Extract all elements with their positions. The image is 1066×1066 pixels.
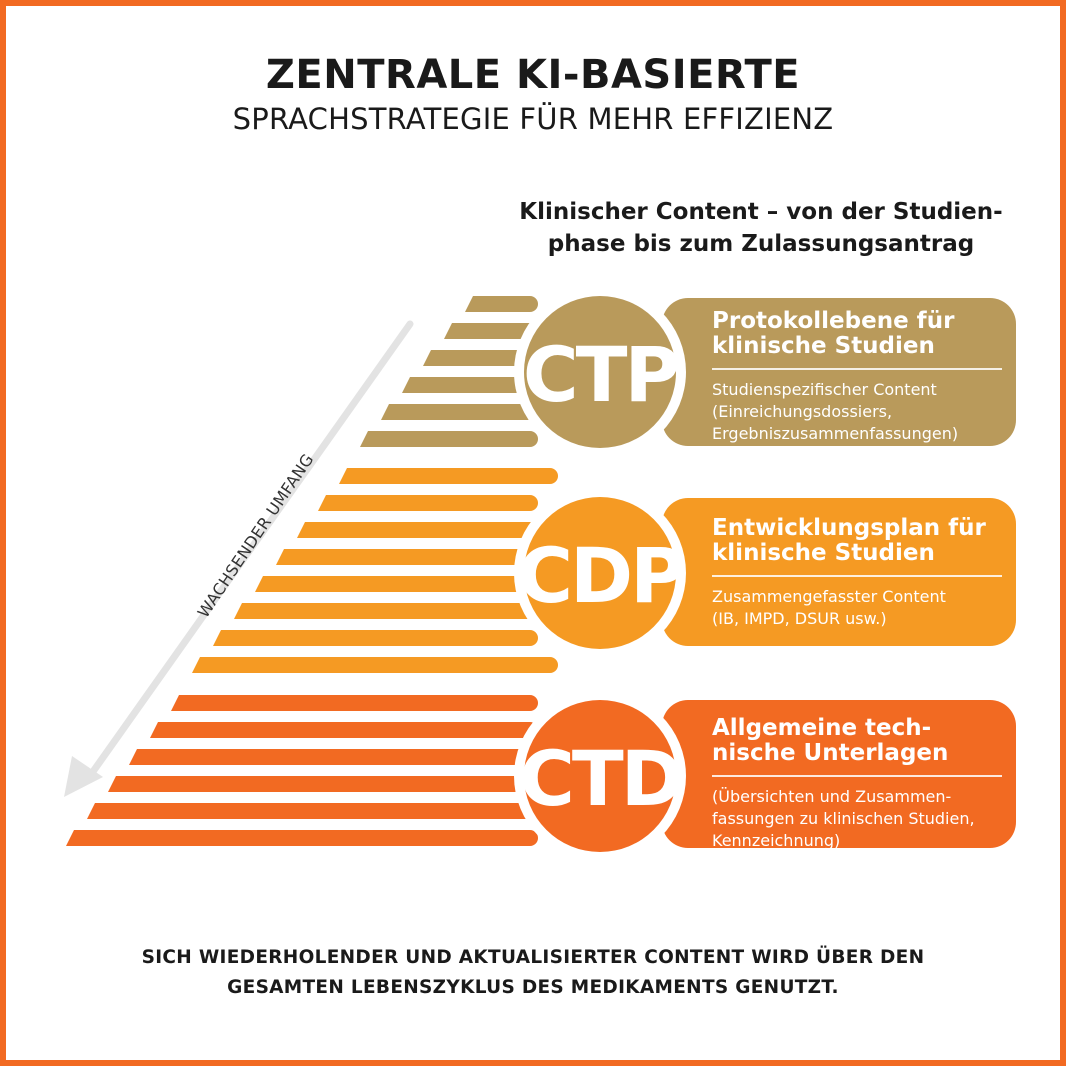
badge-code: CDP bbox=[517, 531, 683, 620]
growing-scope-arrow bbox=[64, 320, 414, 797]
panel-ctp bbox=[662, 298, 1016, 446]
stripe bbox=[318, 495, 538, 511]
stripe bbox=[213, 630, 538, 646]
stripe bbox=[339, 468, 558, 484]
panel-ctd-text: Allgemeine tech- nische Unterlagen (Über… bbox=[712, 716, 1022, 852]
stripe bbox=[381, 404, 538, 420]
section-heading: Klinischer Content – von der Studien- ph… bbox=[446, 196, 1066, 260]
panel-title-line: Allgemeine tech- bbox=[712, 715, 932, 741]
panel-cdp-text: Entwicklungsplan für klinische Studien Z… bbox=[712, 516, 1022, 630]
section-heading-line-1: Klinischer Content – von der Studien- bbox=[519, 199, 1003, 225]
panel-desc-line: Zusammengefasster Content bbox=[712, 586, 946, 606]
stripe bbox=[129, 749, 538, 765]
panel-desc-line: fassungen zu klinischen Studien, bbox=[712, 808, 975, 828]
panel-divider bbox=[712, 775, 1002, 777]
stripe bbox=[444, 323, 538, 339]
stripe bbox=[360, 431, 538, 447]
stripes-ctp bbox=[360, 296, 538, 447]
stripes-cdp bbox=[192, 468, 558, 673]
page-subtitle: SPRACHSTRATEGIE FÜR MEHR EFFIZIENZ bbox=[232, 102, 834, 136]
stripe bbox=[87, 803, 538, 819]
panel-divider bbox=[712, 575, 1002, 577]
panel-title-line: Entwicklungsplan für bbox=[712, 515, 986, 541]
stripe bbox=[171, 695, 538, 711]
panel-title-line: Protokollebene für bbox=[712, 308, 955, 334]
panel-title: Entwicklungsplan für klinische Studien bbox=[712, 516, 1022, 566]
badge-code: CTP bbox=[523, 330, 678, 419]
stripe bbox=[192, 657, 558, 673]
stripe bbox=[402, 377, 538, 393]
stripe bbox=[465, 296, 538, 312]
badge-ctd: CTD bbox=[514, 690, 686, 862]
panel-desc-line: Kennzeichnung) bbox=[712, 830, 841, 850]
page-title: ZENTRALE KI-BASIERTE bbox=[265, 52, 801, 98]
panel-title-line: klinische Studien bbox=[712, 333, 935, 359]
panel-title: Allgemeine tech- nische Unterlagen bbox=[712, 716, 1022, 766]
badge-cdp: CDP bbox=[514, 487, 686, 659]
panel-divider bbox=[712, 368, 1002, 370]
stripe bbox=[423, 350, 538, 366]
panel-desc-line: Studienspezifischer Content bbox=[712, 379, 937, 399]
badge-disc bbox=[524, 497, 676, 649]
panel-description: (Übersichten und Zusammen- fassungen zu … bbox=[712, 786, 1022, 852]
stripe bbox=[276, 549, 538, 565]
stripe bbox=[150, 722, 538, 738]
panel-title-line: nische Unterlagen bbox=[712, 740, 949, 766]
stripe bbox=[66, 830, 538, 846]
panel-description: Zusammengefasster Content (IB, IMPD, DSU… bbox=[712, 586, 1022, 630]
stripe bbox=[255, 576, 538, 592]
panel-ctd bbox=[662, 700, 1016, 848]
stripe bbox=[108, 776, 538, 792]
footer-note: SICH WIEDERHOLENDER UND AKTUALISIERTER C… bbox=[6, 943, 1060, 1003]
panel-cdp bbox=[662, 498, 1016, 646]
panel-desc-line: (Übersichten und Zusammen- bbox=[712, 786, 952, 806]
section-heading-line-2: phase bis zum Zulassungsantrag bbox=[547, 231, 975, 257]
stripes-ctd bbox=[66, 695, 538, 846]
stripe bbox=[297, 522, 538, 538]
footer-line-1: SICH WIEDERHOLENDER UND AKTUALISIERTER C… bbox=[141, 947, 925, 968]
panel-desc-line: (IB, IMPD, DSUR usw.) bbox=[712, 608, 887, 628]
pyramid-diagram: CTP CDP CTD bbox=[64, 286, 1016, 862]
panel-desc-line: Ergebniszusammenfassungen) bbox=[712, 423, 959, 443]
footer-line-2: GESAMTEN LEBENSZYKLUS DES MEDIKAMENTS GE… bbox=[227, 977, 839, 998]
panel-title: Protokollebene für klinische Studien bbox=[712, 309, 1022, 359]
panel-ctp-text: Protokollebene für klinische Studien Stu… bbox=[712, 309, 1022, 445]
arrow-head bbox=[64, 756, 103, 797]
panel-title-line: klinische Studien bbox=[712, 540, 935, 566]
badge-code: CTD bbox=[519, 734, 681, 823]
stripe bbox=[234, 603, 538, 619]
badge-ctp: CTP bbox=[514, 286, 686, 458]
badge-disc bbox=[524, 700, 676, 852]
arrow-shaft bbox=[88, 320, 414, 777]
panel-desc-line: (Einreichungsdossiers, bbox=[712, 401, 893, 421]
panel-description: Studienspezifischer Content (Einreichung… bbox=[712, 379, 1022, 445]
badge-disc bbox=[524, 296, 676, 448]
